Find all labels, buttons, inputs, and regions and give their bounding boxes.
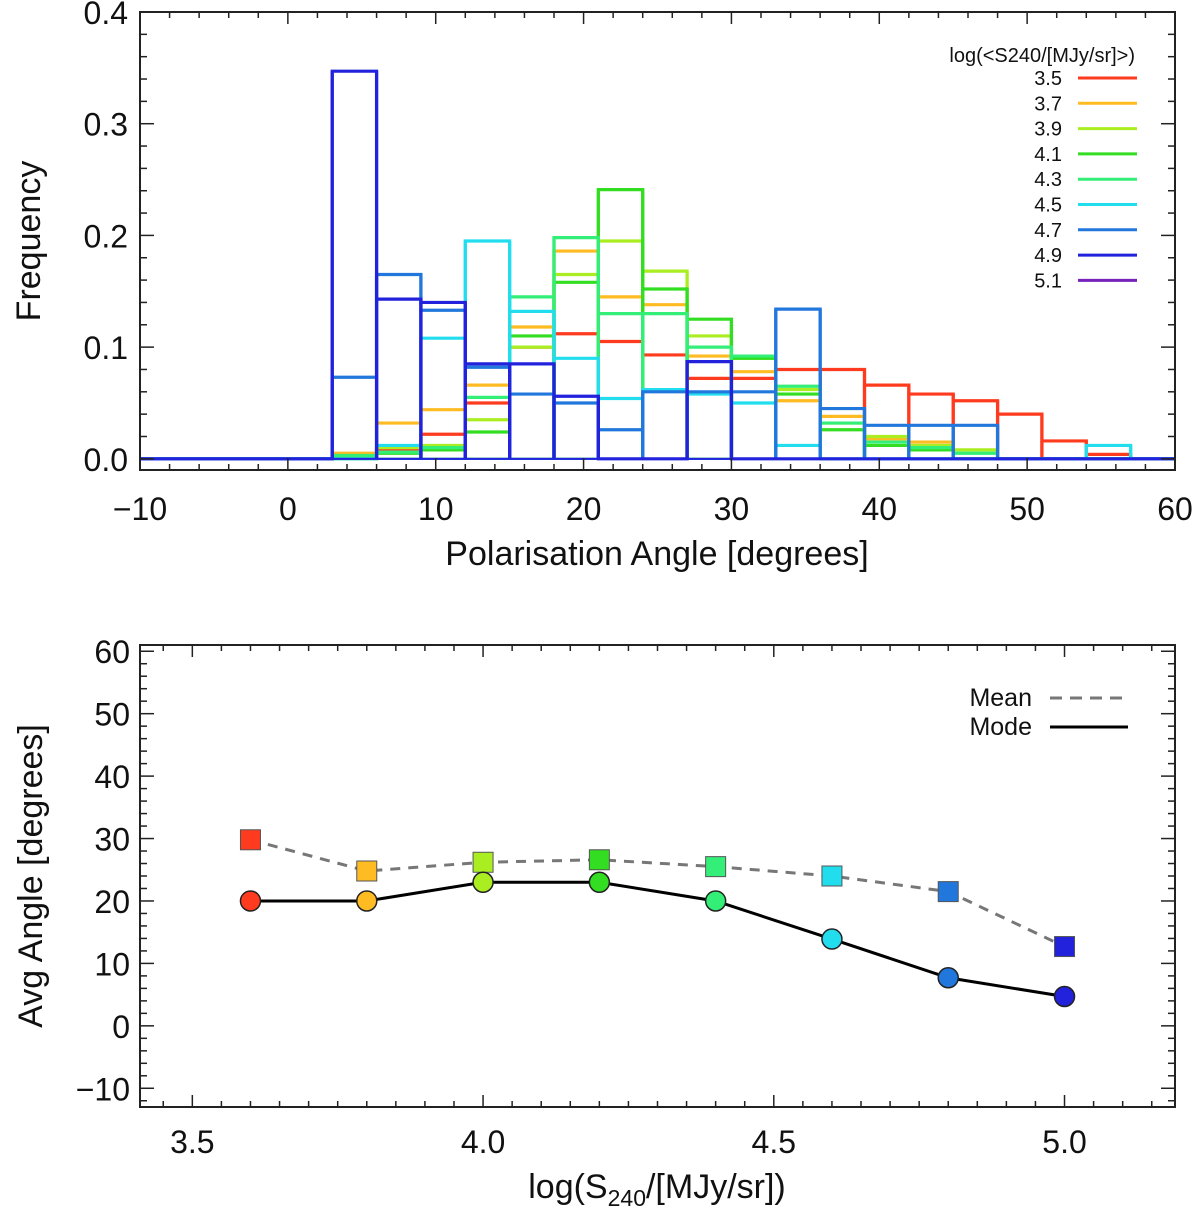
y-tick-label: 0.1 (84, 330, 128, 366)
mean-marker (588, 849, 610, 871)
histogram-y-label: Frequency (10, 161, 48, 322)
x-label-subscript: 240 (608, 1185, 646, 1210)
x-tick-label: 5.0 (1042, 1124, 1086, 1160)
mode-marker (239, 890, 262, 912)
hist-series-4.1 (140, 188, 1175, 461)
y-tick-label: 0 (112, 1009, 130, 1045)
hist-series-4.5 (140, 239, 1175, 461)
legend-label-3.9: 3.9 (1034, 119, 1062, 141)
y-tick-label: 10 (94, 946, 130, 982)
mode-marker (588, 871, 611, 893)
y-tick-label: 60 (94, 634, 130, 670)
y-tick-label: 20 (94, 884, 130, 920)
avg-angle-series-group (239, 829, 1076, 1008)
x-tick-label: 50 (1009, 491, 1045, 527)
x-tick-label: 40 (861, 491, 897, 527)
y-tick-label: 50 (94, 697, 130, 733)
x-tick-label: 4.5 (752, 1124, 796, 1160)
y-tick-label: 0.2 (84, 218, 128, 254)
mean-marker (239, 829, 261, 851)
line-mean (250, 838, 1066, 948)
y-tick-label: 0.3 (84, 107, 128, 143)
hist-series-3.5 (140, 332, 1175, 461)
mean-marker (356, 860, 378, 882)
histogram-legend: log(<S240/[MJy/sr]>) 3.5 3.7 3.9 4.1 4.3 4.5 4… (949, 45, 1137, 292)
y-tick-label: 40 (94, 759, 130, 795)
avg-angle-y-label: Avg Angle [degrees] (12, 724, 50, 1028)
mode-marker (704, 890, 727, 912)
histogram-series-group (140, 69, 1175, 461)
histogram-frame (139, 11, 1176, 471)
legend-label-4.3: 4.3 (1034, 169, 1062, 191)
hist-series-4.9 (140, 69, 1175, 461)
x-tick-label: 3.5 (170, 1124, 214, 1160)
avg-angle-x-label: log(S240/[MJy/sr]) (528, 1168, 786, 1210)
mean-marker (1054, 936, 1076, 958)
x-tick-label: 60 (1157, 491, 1193, 527)
y-tick-label: −10 (76, 1071, 130, 1107)
histogram-ticks: −10 0 10 20 30 40 50 60 0.0 0.1 0.2 0.3 0.4 (84, 0, 1193, 527)
legend-title: log(<S240/[MJy/sr]>) (949, 45, 1135, 67)
legend-label-4.5: 4.5 (1034, 195, 1062, 217)
y-tick-label: 30 (94, 822, 130, 858)
mean-marker (937, 881, 959, 903)
x-label-main: log(S (528, 1168, 607, 1206)
legend-label-5.1: 5.1 (1034, 270, 1062, 292)
legend-label-4.9: 4.9 (1034, 245, 1062, 267)
x-tick-label: 4.0 (461, 1124, 505, 1160)
avg-angle-ticks: 3.5 4.0 4.5 5.0 −10 0 10 20 30 40 50 60 (76, 634, 1175, 1160)
mode-marker (1053, 985, 1076, 1008)
x-tick-label: 20 (566, 491, 602, 527)
hist-series-4.7 (140, 272, 1175, 461)
mean-marker (705, 856, 727, 878)
legend-mean-label: Mean (969, 684, 1032, 712)
x-label-tail: /[MJy/sr]) (646, 1168, 786, 1206)
x-tick-label: 30 (714, 491, 750, 527)
avg-angle-legend: Mean Mode (969, 684, 1128, 741)
mean-marker (821, 865, 843, 887)
hist-series-3.9 (140, 239, 1175, 461)
legend-label-3.5: 3.5 (1034, 68, 1062, 90)
mode-marker (821, 928, 843, 950)
histogram-panel: −10 0 10 20 30 40 50 60 0.0 0.1 0.2 0.3 0.4 Polarisa… (10, 0, 1193, 573)
x-tick-label: −10 (113, 491, 167, 527)
mode-marker (937, 967, 959, 989)
legend-label-4.1: 4.1 (1034, 144, 1062, 166)
y-tick-label: 0.0 (84, 442, 128, 478)
x-tick-label: 0 (279, 491, 297, 527)
avg-angle-panel: 3.5 4.0 4.5 5.0 −10 0 10 20 30 40 50 60 log(S240/[M… (12, 634, 1176, 1210)
y-tick-label: 0.4 (84, 0, 128, 31)
legend-mode-label: Mode (969, 713, 1032, 741)
histogram-x-label: Polarisation Angle [degrees] (445, 535, 868, 573)
mean-marker (472, 851, 494, 873)
line-mode (250, 880, 1065, 998)
legend-label-4.7: 4.7 (1034, 220, 1062, 242)
legend-label-3.7: 3.7 (1034, 93, 1062, 115)
mode-marker (472, 871, 494, 893)
x-tick-label: 10 (418, 491, 454, 527)
mode-marker (356, 890, 378, 912)
